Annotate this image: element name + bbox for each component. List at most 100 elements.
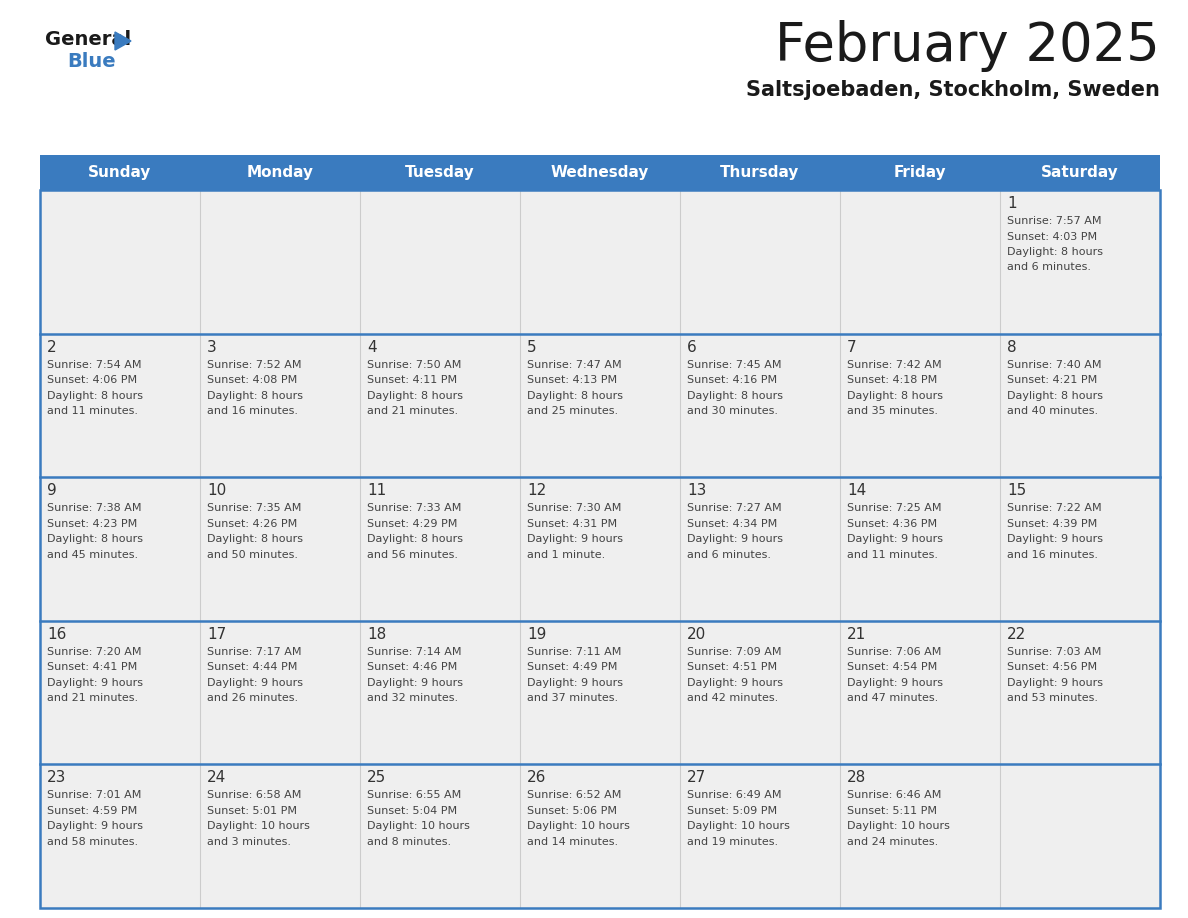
Text: and 58 minutes.: and 58 minutes. [48, 837, 138, 847]
Text: 28: 28 [847, 770, 866, 786]
Text: Daylight: 8 hours: Daylight: 8 hours [367, 534, 463, 544]
Bar [840, 333, 1000, 477]
Text: Sunset: 4:59 PM: Sunset: 4:59 PM [48, 806, 138, 816]
Text: Sunrise: 7:14 AM: Sunrise: 7:14 AM [367, 647, 461, 656]
Bar [1000, 765, 1159, 908]
Bar [360, 621, 520, 765]
Text: Sunset: 4:08 PM: Sunset: 4:08 PM [207, 375, 297, 385]
Text: Sunday: Sunday [88, 165, 152, 180]
Text: 9: 9 [48, 483, 57, 498]
Text: 19: 19 [527, 627, 546, 642]
Text: 2: 2 [48, 340, 57, 354]
Bar [40, 765, 200, 908]
Text: Daylight: 8 hours: Daylight: 8 hours [687, 390, 783, 400]
Text: Sunrise: 7:45 AM: Sunrise: 7:45 AM [687, 360, 782, 370]
Text: and 26 minutes.: and 26 minutes. [207, 693, 298, 703]
Text: Daylight: 9 hours: Daylight: 9 hours [847, 534, 943, 544]
Text: Sunrise: 7:33 AM: Sunrise: 7:33 AM [367, 503, 461, 513]
Text: and 21 minutes.: and 21 minutes. [367, 406, 459, 416]
Text: Sunset: 4:44 PM: Sunset: 4:44 PM [207, 662, 297, 672]
Text: Daylight: 9 hours: Daylight: 9 hours [847, 677, 943, 688]
Text: Sunrise: 7:30 AM: Sunrise: 7:30 AM [527, 503, 621, 513]
Text: 17: 17 [207, 627, 226, 642]
Text: Sunset: 4:41 PM: Sunset: 4:41 PM [48, 662, 138, 672]
Text: 13: 13 [687, 483, 707, 498]
Text: 7: 7 [847, 340, 857, 354]
Bar [360, 190, 520, 333]
Text: 15: 15 [1007, 483, 1026, 498]
Text: Sunset: 4:34 PM: Sunset: 4:34 PM [687, 519, 777, 529]
Text: Sunrise: 6:46 AM: Sunrise: 6:46 AM [847, 790, 941, 800]
Text: Sunset: 4:18 PM: Sunset: 4:18 PM [847, 375, 937, 385]
Text: Daylight: 9 hours: Daylight: 9 hours [687, 677, 783, 688]
Text: Sunrise: 6:55 AM: Sunrise: 6:55 AM [367, 790, 461, 800]
Bar [840, 765, 1000, 908]
Text: Sunset: 4:03 PM: Sunset: 4:03 PM [1007, 231, 1098, 241]
Text: Sunset: 4:39 PM: Sunset: 4:39 PM [1007, 519, 1098, 529]
Text: Daylight: 8 hours: Daylight: 8 hours [48, 534, 143, 544]
Text: Sunset: 4:21 PM: Sunset: 4:21 PM [1007, 375, 1098, 385]
Polygon shape [115, 32, 131, 50]
Text: 10: 10 [207, 483, 226, 498]
Text: Sunset: 4:06 PM: Sunset: 4:06 PM [48, 375, 137, 385]
Text: Sunrise: 7:11 AM: Sunrise: 7:11 AM [527, 647, 621, 656]
Bar [840, 477, 1000, 621]
Text: 6: 6 [687, 340, 696, 354]
Text: Sunrise: 7:17 AM: Sunrise: 7:17 AM [207, 647, 302, 656]
Text: and 6 minutes.: and 6 minutes. [687, 550, 771, 560]
Text: and 35 minutes.: and 35 minutes. [847, 406, 939, 416]
Text: Daylight: 8 hours: Daylight: 8 hours [1007, 247, 1102, 257]
Text: Sunset: 5:06 PM: Sunset: 5:06 PM [527, 806, 617, 816]
Bar [680, 190, 840, 333]
Text: Sunset: 4:31 PM: Sunset: 4:31 PM [527, 519, 617, 529]
Text: and 8 minutes.: and 8 minutes. [367, 837, 451, 847]
Text: Sunset: 4:16 PM: Sunset: 4:16 PM [687, 375, 777, 385]
Text: and 11 minutes.: and 11 minutes. [48, 406, 138, 416]
Text: Sunrise: 7:54 AM: Sunrise: 7:54 AM [48, 360, 141, 370]
Text: Sunrise: 7:47 AM: Sunrise: 7:47 AM [527, 360, 621, 370]
Text: and 21 minutes.: and 21 minutes. [48, 693, 138, 703]
Text: Daylight: 9 hours: Daylight: 9 hours [48, 677, 143, 688]
Bar [200, 765, 360, 908]
Text: Sunset: 4:51 PM: Sunset: 4:51 PM [687, 662, 777, 672]
Text: Daylight: 8 hours: Daylight: 8 hours [48, 390, 143, 400]
Bar [200, 477, 360, 621]
Text: Daylight: 10 hours: Daylight: 10 hours [847, 822, 950, 832]
Text: and 1 minute.: and 1 minute. [527, 550, 605, 560]
Text: Sunrise: 7:09 AM: Sunrise: 7:09 AM [687, 647, 782, 656]
Bar [520, 333, 680, 477]
Text: and 3 minutes.: and 3 minutes. [207, 837, 291, 847]
Bar [840, 621, 1000, 765]
Text: Sunset: 4:54 PM: Sunset: 4:54 PM [847, 662, 937, 672]
Text: Daylight: 9 hours: Daylight: 9 hours [687, 534, 783, 544]
Text: 12: 12 [527, 483, 546, 498]
Text: Daylight: 9 hours: Daylight: 9 hours [207, 677, 303, 688]
Text: 23: 23 [48, 770, 67, 786]
Text: Sunset: 5:09 PM: Sunset: 5:09 PM [687, 806, 777, 816]
Bar [520, 190, 680, 333]
Text: Saltsjoebaden, Stockholm, Sweden: Saltsjoebaden, Stockholm, Sweden [746, 80, 1159, 100]
Text: and 24 minutes.: and 24 minutes. [847, 837, 939, 847]
Bar [680, 621, 840, 765]
Text: and 32 minutes.: and 32 minutes. [367, 693, 459, 703]
Text: Friday: Friday [893, 165, 947, 180]
Text: Sunset: 4:23 PM: Sunset: 4:23 PM [48, 519, 138, 529]
Text: Blue: Blue [67, 52, 115, 71]
Text: Sunset: 5:04 PM: Sunset: 5:04 PM [367, 806, 457, 816]
Text: and 53 minutes.: and 53 minutes. [1007, 693, 1098, 703]
Bar [520, 621, 680, 765]
Text: Daylight: 9 hours: Daylight: 9 hours [48, 822, 143, 832]
Text: Daylight: 10 hours: Daylight: 10 hours [687, 822, 790, 832]
Text: and 16 minutes.: and 16 minutes. [207, 406, 298, 416]
Bar [40, 190, 200, 333]
Text: Daylight: 9 hours: Daylight: 9 hours [527, 677, 623, 688]
Text: 5: 5 [527, 340, 537, 354]
Text: Wednesday: Wednesday [551, 165, 649, 180]
Bar [200, 190, 360, 333]
Text: Sunset: 4:36 PM: Sunset: 4:36 PM [847, 519, 937, 529]
Text: and 14 minutes.: and 14 minutes. [527, 837, 618, 847]
Text: Daylight: 10 hours: Daylight: 10 hours [527, 822, 630, 832]
Text: Daylight: 9 hours: Daylight: 9 hours [367, 677, 463, 688]
Text: 22: 22 [1007, 627, 1026, 642]
Text: General: General [45, 30, 131, 49]
